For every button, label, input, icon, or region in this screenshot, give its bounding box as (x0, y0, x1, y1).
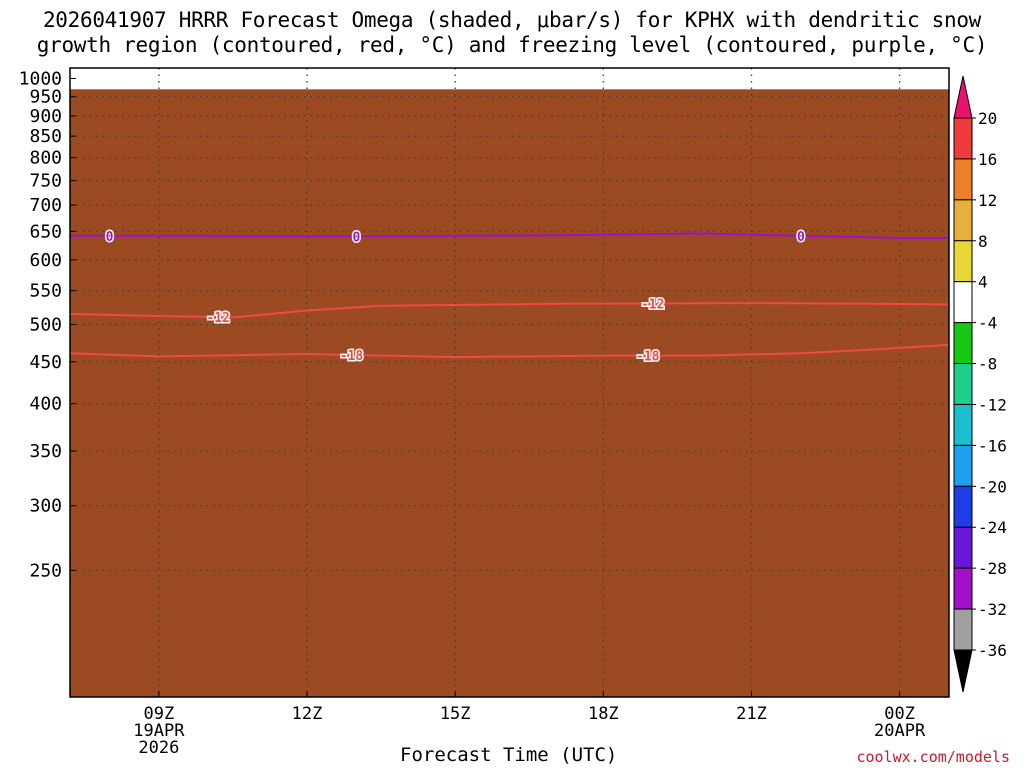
ground-layer (70, 89, 949, 697)
y-tick-label-850: 850 (29, 126, 62, 147)
colorbar-band-6 (953, 363, 973, 405)
colorbar-band-1 (953, 158, 973, 201)
y-tick-label-650: 650 (29, 221, 62, 242)
x-tick-year-09Z: 2026 (138, 738, 179, 758)
dgz-minus-18-label-1: -18 (636, 350, 660, 365)
x-tick-date-00Z: 20APR (874, 721, 926, 741)
y-tick-label-1000: 1000 (19, 68, 62, 89)
colorbar: 20 16 12 8 4 -4 -8 -12 -16 -20 -24 -28 -32 -36 (953, 75, 1007, 693)
colorbar-top-arrow (953, 75, 973, 119)
colorbar-band-7 (953, 403, 973, 446)
colorbar-label-2: 12 (978, 191, 997, 210)
x-tick-label-21Z: 21Z (736, 704, 767, 724)
x-tick-label-12Z: 12Z (292, 704, 323, 724)
colorbar-label-6: -8 (978, 355, 997, 374)
colorbar-label-12: -32 (978, 600, 1007, 619)
chart-title-line-1: 2026041907 HRRR Forecast Omega (shaded, … (42, 8, 982, 32)
colorbar-band-11 (953, 567, 973, 610)
y-tick-label-450: 450 (29, 352, 62, 373)
colorbar-band-8 (953, 444, 973, 487)
gridlines (70, 68, 949, 697)
y-tick-label-600: 600 (29, 250, 62, 271)
dgz-minus-18-label-0: -18 (340, 349, 364, 364)
dgz-minus-12-label-0: -12 (206, 311, 229, 326)
colorbar-label-8: -16 (978, 436, 1007, 455)
ground-fill (70, 89, 949, 697)
y-tick-label-800: 800 (29, 148, 62, 169)
y-tick-label-700: 700 (29, 195, 62, 216)
colorbar-bottom-arrow (953, 649, 973, 693)
pressure-axis: 2503003504004505005506006507007508008509… (19, 68, 76, 581)
colorbar-label-3: 8 (978, 232, 988, 251)
colorbar-band-4 (953, 281, 973, 324)
dgz-minus-12-label-1: -12 (641, 297, 664, 312)
y-tick-label-400: 400 (29, 394, 62, 415)
x-tick-label-15Z: 15Z (440, 704, 471, 724)
colorbar-label-7: -12 (978, 395, 1007, 414)
y-tick-label-750: 750 (29, 171, 62, 192)
dgz-minus-12-line (70, 302, 949, 319)
colorbar-band-2 (953, 199, 973, 242)
y-tick-label-300: 300 (29, 496, 62, 517)
freezing-level-0-label-1: 0 (353, 230, 361, 245)
colorbar-label-13: -36 (978, 641, 1007, 660)
contour-lines: -18 -18 -12 -12 0 0 0 (70, 228, 949, 366)
credit-text: coolwx.com/models (856, 748, 1010, 766)
chart-title-line-2: growth region (contoured, red, °C) and f… (36, 33, 988, 57)
colorbar-band-5 (953, 322, 973, 365)
colorbar-label-9: -20 (978, 477, 1007, 496)
colorbar-label-5: -4 (978, 314, 997, 333)
colorbar-band-9 (953, 485, 973, 528)
plot-frame (69, 67, 950, 698)
colorbar-band-3 (953, 240, 973, 283)
x-tick-label-18Z: 18Z (588, 704, 619, 724)
colorbar-band-0 (953, 117, 973, 160)
x-axis-label: Forecast Time (UTC) (400, 744, 618, 766)
y-tick-label-950: 950 (29, 87, 62, 108)
colorbar-label-1: 16 (978, 150, 997, 169)
colorbar-label-0: 20 (978, 109, 997, 128)
colorbar-band-10 (953, 526, 973, 569)
x-tick-label-09Z: 09Z (144, 704, 175, 724)
dgz-minus-18-line (70, 343, 949, 359)
colorbar-band-12 (953, 608, 973, 651)
y-tick-label-500: 500 (29, 314, 62, 335)
y-tick-label-900: 900 (29, 106, 62, 127)
freezing-level-0-label-0: 0 (106, 230, 114, 245)
colorbar-label-10: -24 (978, 518, 1007, 537)
x-tick-label-00Z: 00Z (884, 704, 915, 724)
y-tick-label-550: 550 (29, 281, 62, 302)
y-tick-label-250: 250 (29, 560, 62, 581)
freezing-level-0-label-2: 0 (797, 230, 805, 245)
colorbar-label-11: -28 (978, 559, 1007, 578)
colorbar-label-4: 4 (978, 273, 988, 292)
x-tick-date-09Z: 19APR (133, 721, 185, 741)
y-tick-label-350: 350 (29, 441, 62, 462)
freezing-level-0-line (70, 232, 949, 239)
